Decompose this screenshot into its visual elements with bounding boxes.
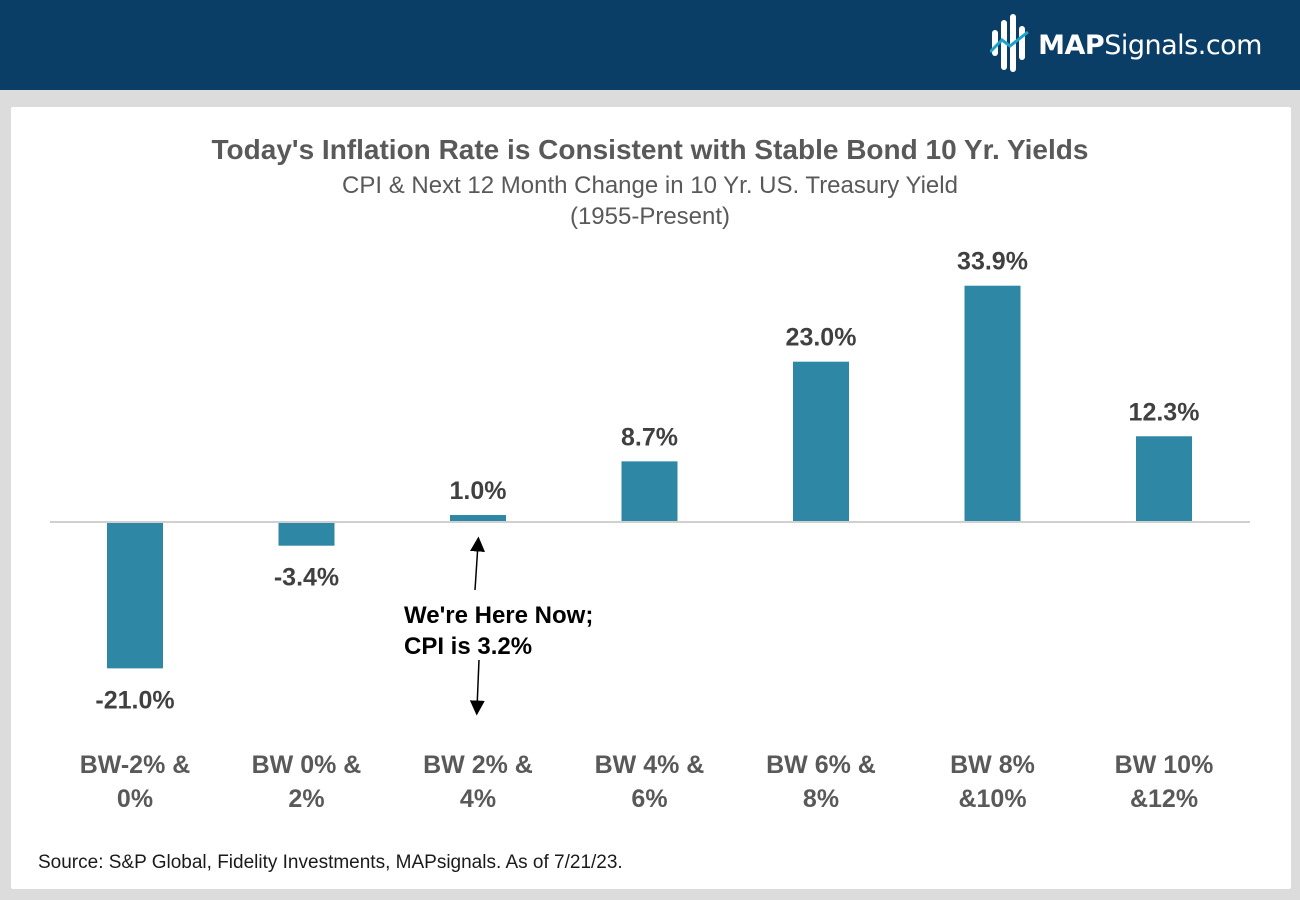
chart-title: Today's Inflation Rate is Consistent wit… bbox=[211, 134, 1089, 165]
header-bar: MAPSignals.com bbox=[0, 0, 1300, 90]
category-label-0-line-1: 0% bbox=[117, 785, 153, 813]
chart-subtitle-range: (1955-Present) bbox=[569, 203, 731, 230]
annotation-line-1: We're Here Now; bbox=[404, 602, 594, 629]
category-label-6-line-1: &12% bbox=[1130, 785, 1198, 813]
bar-4 bbox=[793, 361, 849, 522]
mapsignals-logo-icon bbox=[990, 14, 1030, 72]
bar-2 bbox=[450, 515, 506, 522]
bar-1 bbox=[278, 522, 335, 546]
category-label-4-line-1: 8% bbox=[803, 785, 839, 813]
category-label-2-line-0: BW 2% & bbox=[423, 751, 533, 779]
bar-0 bbox=[107, 522, 163, 669]
bar-value-label-4: 23.0% bbox=[786, 324, 857, 352]
chart-subtitle: CPI & Next 12 Month Change in 10 Yr. US.… bbox=[342, 172, 958, 199]
category-label-0-line-0: BW-2% & bbox=[80, 751, 191, 779]
brand-name-bold: MAP bbox=[1038, 29, 1105, 61]
annotation-arrow-up bbox=[470, 536, 485, 591]
bar-value-label-3: 8.7% bbox=[621, 423, 678, 451]
category-label-3-line-0: BW 4% & bbox=[595, 751, 705, 779]
bar-value-label-6: 12.3% bbox=[1129, 398, 1200, 426]
bar-value-label-0: -21.0% bbox=[95, 686, 174, 714]
current-position-annotation: We're Here Now; CPI is 3.2% bbox=[404, 600, 593, 662]
brand-name: MAPSignals.com bbox=[1038, 30, 1262, 61]
category-label-1-line-0: BW 0% & bbox=[252, 751, 362, 779]
bar-value-label-5: 33.9% bbox=[957, 248, 1028, 276]
category-label-6-line-0: BW 10% bbox=[1115, 751, 1214, 779]
category-label-2-line-1: 4% bbox=[460, 785, 496, 813]
annotation-arrow-down bbox=[469, 659, 485, 716]
category-labels: BW-2% & 0% BW 0% & 2% BW 2% & 4% BW 4% & 6% BW 6… bbox=[80, 751, 1214, 813]
bar-value-label-2: 1.0% bbox=[450, 477, 507, 505]
brand-name-rest: Signals.com bbox=[1104, 29, 1262, 61]
category-label-3-line-1: 6% bbox=[631, 785, 667, 813]
source-note: Source: S&P Global, Fidelity Investments… bbox=[38, 852, 623, 873]
bars bbox=[107, 285, 1192, 669]
bar-5 bbox=[964, 285, 1021, 522]
annotation-line-2: CPI is 3.2% bbox=[404, 633, 533, 660]
category-label-1-line-1: 2% bbox=[288, 785, 324, 813]
bar-value-labels: -21.0% -3.4% 1.0% 8.7% 23.0% 33.9% 12.3% bbox=[95, 248, 1199, 715]
category-label-4-line-0: BW 6% & bbox=[766, 751, 876, 779]
brand-logo[interactable]: MAPSignals.com bbox=[990, 14, 1262, 76]
bar-3 bbox=[621, 461, 678, 522]
bar-6 bbox=[1136, 436, 1192, 522]
category-label-5-line-1: &10% bbox=[958, 785, 1026, 813]
bar-value-label-1: -3.4% bbox=[274, 564, 339, 592]
category-label-5-line-0: BW 8% bbox=[950, 751, 1035, 779]
